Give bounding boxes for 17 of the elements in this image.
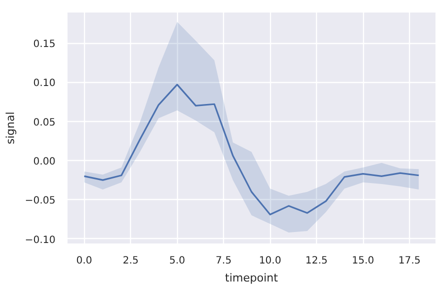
line-series: [83, 84, 420, 216]
y-tick-label: −0.10: [24, 234, 56, 246]
y-tick-label: −0.05: [24, 196, 56, 207]
x-tick-label: 12.5: [305, 256, 328, 266]
x-tick-label: 10.0: [258, 256, 282, 266]
y-tick-label: 0.05: [33, 117, 56, 128]
y-axis-title: signal: [4, 112, 17, 144]
y-tick-label: 0.15: [33, 39, 56, 50]
x-tick-label: 7.5: [216, 256, 232, 266]
y-tick-label: 0.00: [33, 156, 56, 168]
y-tick-label: 0.10: [33, 78, 56, 90]
x-axis-title: timepoint: [225, 272, 279, 284]
x-tick-label: 15.0: [352, 256, 374, 266]
x-tick-label: 0.0: [76, 256, 92, 266]
x-tick-label: 5.0: [169, 256, 186, 266]
x-tick-label: 2.5: [122, 256, 139, 266]
x-tick-label: 17.5: [398, 256, 421, 266]
